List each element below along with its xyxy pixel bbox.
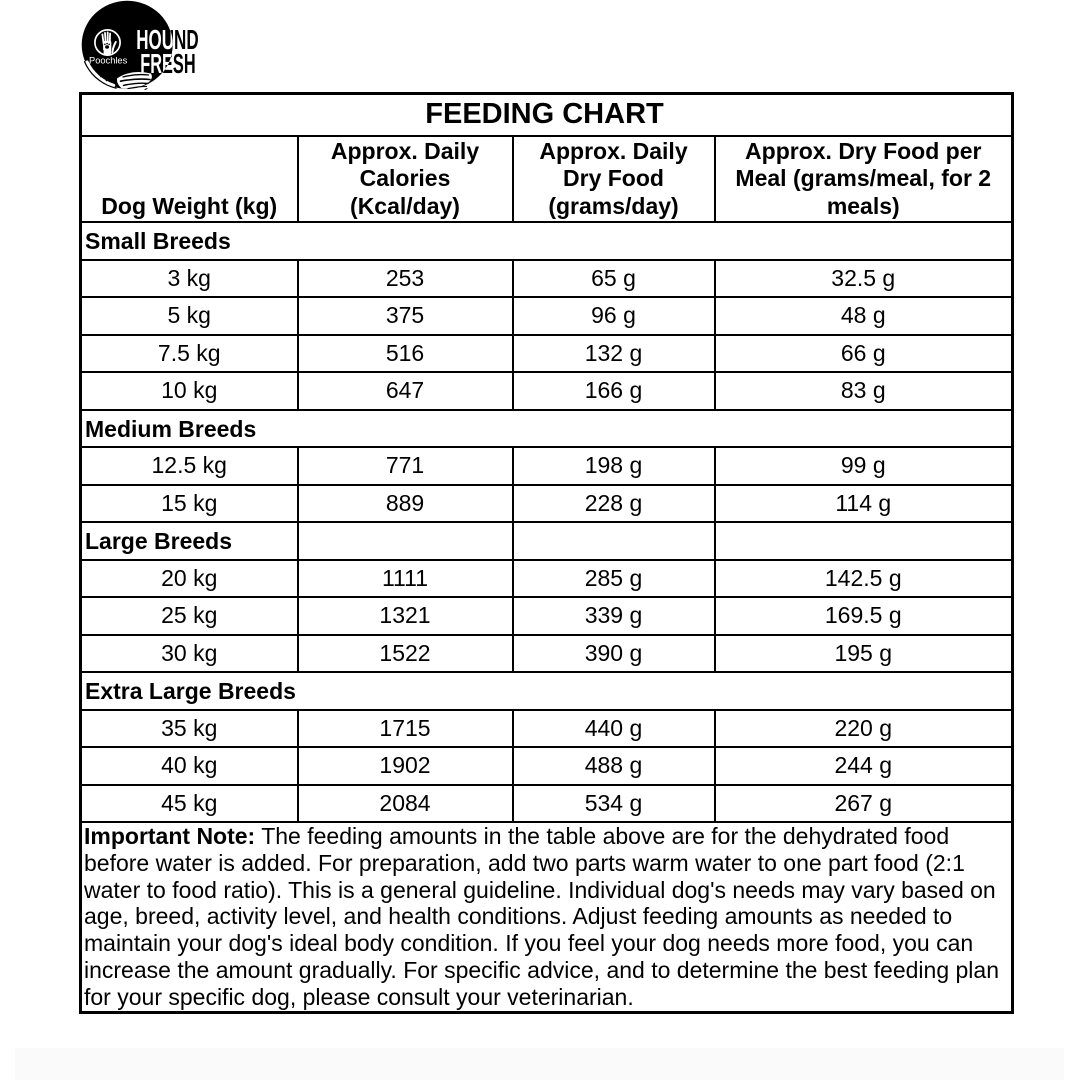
svg-text:Poochles: Poochles (89, 55, 128, 65)
svg-text:FRESH: FRESH (140, 47, 195, 79)
svg-text:HOUND: HOUND (136, 23, 198, 54)
svg-text:HOUND: HOUND (136, 23, 198, 54)
